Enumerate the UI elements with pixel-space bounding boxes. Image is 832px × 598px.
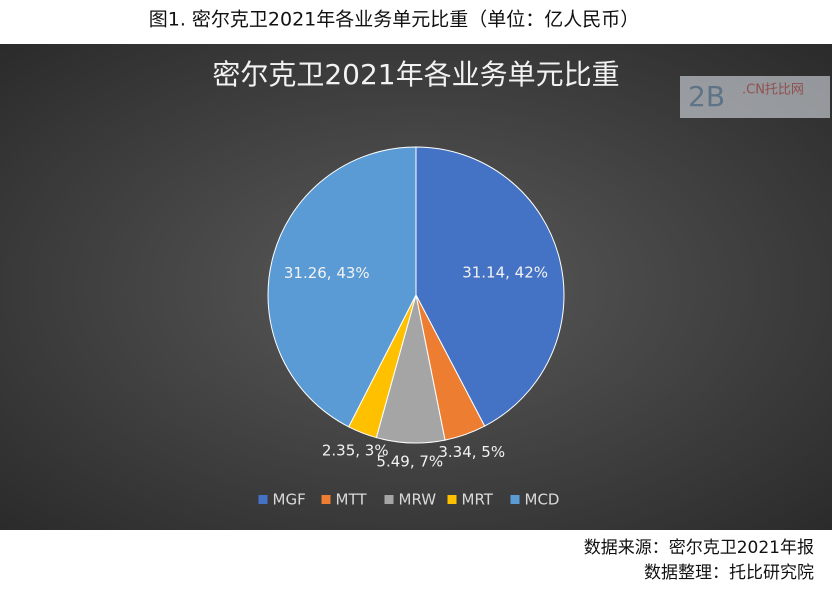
legend-label: MRT (462, 491, 494, 509)
legend-label: MGF (273, 491, 306, 509)
data-label: 3.34, 5% (438, 443, 505, 461)
legend-swatch (447, 495, 457, 504)
caption: 图1. 密尔克卫2021年各业务单元比重（单位：亿人民币） (149, 9, 640, 31)
data-label: 31.14, 42% (462, 264, 548, 282)
data-label: 31.26, 43% (284, 264, 370, 282)
pie-slice (267, 146, 417, 428)
source-line: 数据整理：托比研究院 (644, 563, 814, 583)
pie: 31.14, 42% 3.34, 5%5.49, 7%2.35, 3% 31.26,… (267, 146, 565, 471)
legend: MGF MTT MRW MRT MCD (258, 491, 560, 509)
source-line: 数据来源：密尔克卫2021年报 (584, 538, 814, 558)
legend-swatch (384, 495, 394, 504)
legend-label: MTT (336, 491, 368, 509)
watermark: 2B .CN托比网 (680, 76, 830, 118)
legend-swatch (510, 495, 520, 504)
legend-label: MRW (399, 491, 437, 509)
legend-label: MCD (525, 491, 560, 509)
pie-slice (415, 146, 565, 427)
chart-title: 密尔克卫2021年各业务单元比重 (212, 58, 619, 91)
legend-swatch (321, 495, 331, 504)
watermark-site: .CN托比网 (742, 83, 804, 98)
legend-swatch (258, 495, 268, 504)
data-label: 5.49, 7% (376, 453, 443, 471)
watermark-logo: 2B (688, 80, 725, 113)
watermark-box (680, 76, 830, 118)
data-label: 2.35, 3% (322, 441, 389, 459)
